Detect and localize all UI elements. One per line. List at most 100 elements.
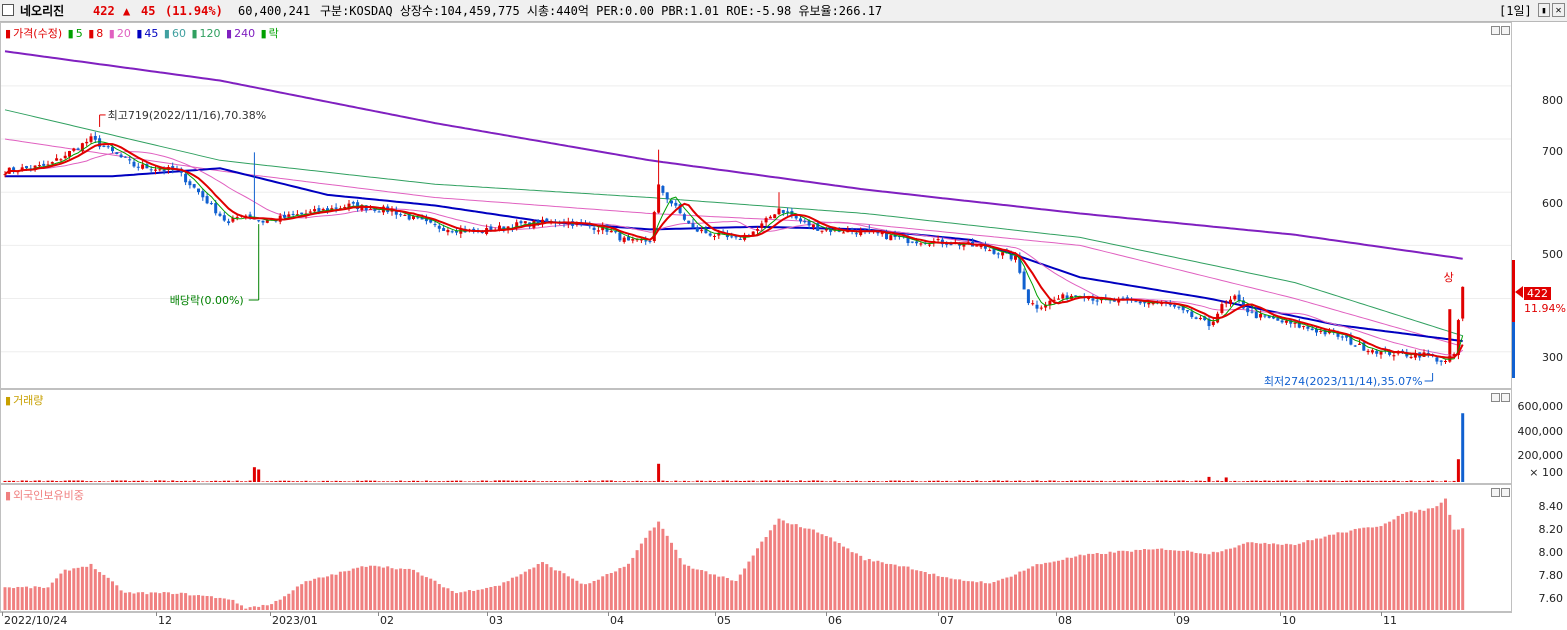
close-button[interactable]: ✕ xyxy=(1552,3,1565,17)
volume-bar xyxy=(20,480,24,482)
candle-body xyxy=(373,209,377,211)
volume-bar xyxy=(523,480,527,482)
foreign-bar xyxy=(532,567,536,610)
candle-body xyxy=(781,210,785,213)
foreign-bar xyxy=(446,588,450,610)
foreign-bar xyxy=(16,586,20,610)
volume-bar xyxy=(601,480,605,482)
x-tick xyxy=(826,612,827,616)
candle-body xyxy=(209,203,213,205)
restore-button[interactable]: ▮ xyxy=(1538,3,1550,17)
ma8-line xyxy=(4,142,1464,359)
volume-bar xyxy=(459,480,463,482)
foreign-bar xyxy=(1194,553,1198,610)
foreign-bar xyxy=(644,537,648,610)
candle-body xyxy=(764,218,768,223)
volume-bar xyxy=(278,480,282,482)
foreign-bar xyxy=(859,555,863,610)
ma5-line xyxy=(4,141,1464,360)
volume-bar xyxy=(80,480,84,482)
volume-bar xyxy=(1319,480,1323,482)
volume-bar xyxy=(730,481,734,482)
foreign-bar xyxy=(334,574,338,610)
volume-bar xyxy=(648,481,652,482)
volume-bar xyxy=(1082,480,1086,482)
foreign-bar xyxy=(1396,515,1400,610)
candle-body xyxy=(93,135,97,140)
foreign-bar xyxy=(734,581,738,610)
foreign-bar xyxy=(682,564,686,610)
select-checkbox[interactable] xyxy=(2,4,14,16)
candle-body xyxy=(68,150,71,157)
pane-close-button[interactable] xyxy=(1501,26,1510,35)
volume-bar xyxy=(1461,413,1465,482)
volume-bar xyxy=(407,481,411,482)
candle-body xyxy=(803,221,807,223)
volume-bar xyxy=(248,480,252,482)
foreign-bar xyxy=(966,581,970,610)
candle-body xyxy=(1267,315,1271,318)
candle-body xyxy=(1336,333,1340,337)
candle-body xyxy=(756,229,759,231)
foreign-bar xyxy=(1383,523,1387,610)
volume-bar xyxy=(773,481,777,482)
candle-body xyxy=(1091,298,1095,301)
volume-bar xyxy=(334,480,338,482)
legend-price: 가격(수정) xyxy=(13,27,63,40)
foreign-bar xyxy=(188,595,192,610)
foreign-bar xyxy=(1104,553,1108,610)
candle-body xyxy=(1353,345,1357,347)
foreign-bar xyxy=(493,586,497,610)
volume-bar xyxy=(472,481,476,482)
volume-bar xyxy=(902,481,906,482)
foreign-bar xyxy=(996,580,1000,610)
candle-body xyxy=(291,213,295,216)
foreign-legend: ▮ 외국인보유비중 xyxy=(5,489,84,502)
candle-body xyxy=(807,220,811,226)
pane-close-button[interactable] xyxy=(1501,488,1510,497)
foreign-bar xyxy=(717,576,721,610)
volume-bar xyxy=(300,481,304,482)
pane-minimize-button[interactable] xyxy=(1491,488,1500,497)
volume-bar xyxy=(1057,481,1060,482)
candle-body xyxy=(222,215,226,221)
volume-bar xyxy=(141,480,145,482)
foreign-bar xyxy=(111,581,114,610)
foreign-bar xyxy=(790,524,794,610)
foreign-bar xyxy=(725,577,729,610)
foreign-bar xyxy=(85,566,89,610)
stock-info: 구분:KOSDAQ 상장수:104,459,775 시총:440억 PER:0.… xyxy=(320,4,883,18)
volume-bar xyxy=(760,480,764,482)
foreign-bar xyxy=(799,527,802,610)
volume-bar xyxy=(781,480,785,482)
foreign-bar xyxy=(347,570,351,610)
period-selector[interactable]: [1일] xyxy=(1499,4,1532,18)
pane-close-button[interactable] xyxy=(1501,393,1510,402)
volume-bar xyxy=(1349,480,1353,482)
candle-body xyxy=(1302,326,1306,328)
volume-bar xyxy=(1280,480,1284,482)
candle-body xyxy=(1026,289,1030,304)
candle-body xyxy=(936,239,940,241)
legend-volume: 거래량 xyxy=(13,394,44,407)
volume-bar xyxy=(983,481,987,482)
pane-minimize-button[interactable] xyxy=(1491,393,1500,402)
foreign-bar xyxy=(98,572,102,610)
foreign-bar xyxy=(1456,529,1460,610)
candle-body xyxy=(1018,255,1022,273)
foreign-bar xyxy=(760,541,764,610)
candle-body xyxy=(489,226,493,232)
volume-bar xyxy=(958,480,962,482)
candle-body xyxy=(1254,311,1258,319)
pane-minimize-button[interactable] xyxy=(1491,26,1500,35)
volume-bar xyxy=(420,481,424,482)
foreign-bar xyxy=(1310,540,1314,610)
candle-body xyxy=(768,216,772,219)
current-price-tag: 422 xyxy=(1524,287,1551,300)
foreign-bar xyxy=(592,581,596,610)
volume-bar xyxy=(708,480,712,482)
foreign-bar xyxy=(412,569,415,610)
foreign-bar xyxy=(850,552,854,610)
foreign-bar xyxy=(1362,527,1366,610)
candle-body xyxy=(842,232,845,234)
